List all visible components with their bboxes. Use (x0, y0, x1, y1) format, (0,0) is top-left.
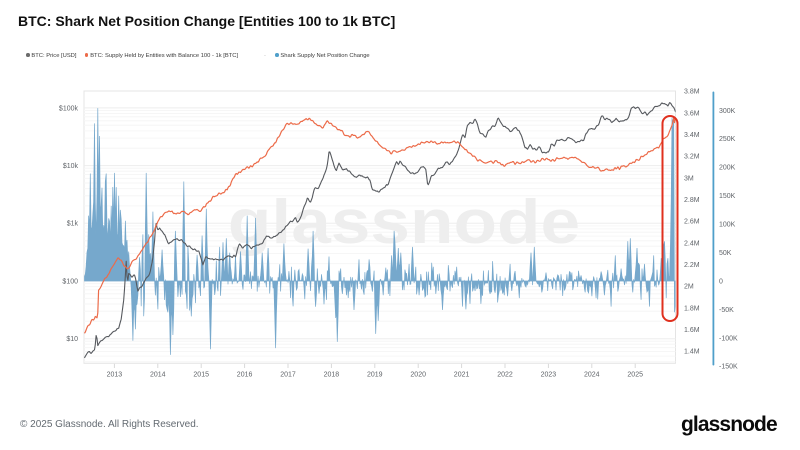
svg-text:300K: 300K (719, 108, 736, 115)
svg-text:3.2M: 3.2M (684, 154, 700, 161)
svg-text:2M: 2M (684, 284, 694, 291)
svg-text:3.4M: 3.4M (684, 132, 700, 139)
svg-text:250K: 250K (719, 136, 736, 143)
svg-text:200K: 200K (719, 165, 736, 172)
svg-text:2.2M: 2.2M (684, 262, 700, 269)
svg-text:1.4M: 1.4M (684, 349, 700, 356)
svg-text:$10: $10 (66, 336, 78, 343)
svg-text:2013: 2013 (107, 372, 123, 379)
svg-text:0: 0 (719, 278, 723, 285)
svg-text:150K: 150K (719, 193, 736, 200)
svg-text:2024: 2024 (584, 372, 600, 379)
svg-text:$1k: $1k (67, 221, 79, 228)
svg-text:2014: 2014 (150, 372, 166, 379)
svg-text:2022: 2022 (497, 372, 513, 379)
svg-text:1.6M: 1.6M (684, 327, 700, 334)
svg-text:2.4M: 2.4M (684, 240, 700, 247)
svg-text:1.8M: 1.8M (684, 305, 700, 312)
svg-text:$10k: $10k (63, 163, 79, 170)
svg-text:$100k: $100k (59, 105, 79, 112)
svg-text:3.8M: 3.8M (684, 89, 700, 96)
svg-text:$100: $100 (62, 278, 78, 285)
svg-text:-150K: -150K (719, 364, 738, 371)
svg-text:2016: 2016 (237, 372, 253, 379)
svg-text:100K: 100K (719, 222, 736, 229)
svg-text:2025: 2025 (627, 372, 643, 379)
svg-text:2018: 2018 (324, 372, 340, 379)
svg-text:2.8M: 2.8M (684, 197, 700, 204)
svg-text:2.6M: 2.6M (684, 219, 700, 226)
svg-text:2017: 2017 (280, 372, 296, 379)
svg-text:-100K: -100K (719, 335, 738, 342)
svg-text:2019: 2019 (367, 372, 383, 379)
svg-text:2015: 2015 (193, 372, 209, 379)
svg-text:3.6M: 3.6M (684, 110, 700, 117)
svg-text:50K: 50K (719, 250, 732, 257)
svg-text:2020: 2020 (410, 372, 426, 379)
svg-text:3M: 3M (684, 175, 694, 182)
svg-text:glassnode: glassnode (228, 187, 580, 257)
svg-text:2023: 2023 (541, 372, 557, 379)
svg-text:2021: 2021 (454, 372, 470, 379)
svg-text:-50K: -50K (719, 307, 734, 314)
